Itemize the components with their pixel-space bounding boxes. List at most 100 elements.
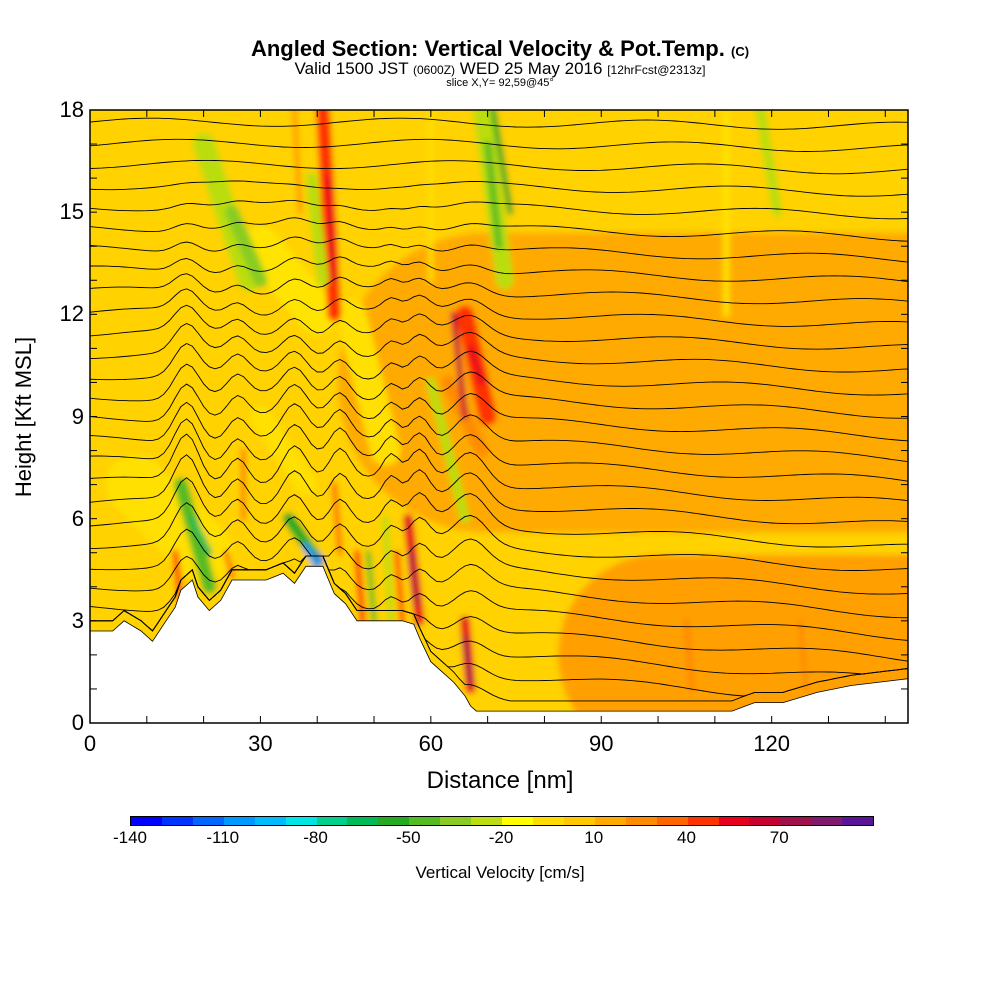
isentrope-14 (90, 363, 908, 419)
velocity-feature-22 (382, 515, 395, 624)
colorbar-swatch (254, 817, 286, 825)
colorbar-swatch (192, 817, 224, 825)
colorbar-swatch (378, 817, 410, 825)
slice-info: slice X,Y= 92,59@45° (446, 77, 554, 89)
isentrope-27 (90, 117, 908, 130)
colorbar-swatch (409, 817, 441, 825)
velocity-feature-19 (425, 377, 470, 524)
colorbar-swatch (842, 817, 874, 825)
velocity-feature-28 (173, 477, 217, 594)
velocity-feature-36 (755, 110, 783, 218)
isentrope-20 (90, 256, 908, 283)
velocity-feature-39 (797, 618, 809, 692)
colorbar-swatch (594, 817, 626, 825)
velocity-feature-7 (336, 299, 401, 466)
x-axis-label: Distance [nm] (426, 767, 574, 794)
isentrope-17 (90, 304, 908, 350)
colorbar-swatch (316, 817, 348, 825)
velocity-feature-16 (467, 344, 486, 386)
colorbar-swatch (347, 817, 379, 825)
isentrope-15 (90, 342, 908, 396)
colorbar-tick-label: -80 (303, 828, 328, 847)
colorbar-swatch (625, 817, 657, 825)
valid-time: Valid 1500 JST (0600Z) WED 25 May 2016 [… (0, 59, 1000, 79)
isentrope-25 (90, 159, 908, 175)
x-tick-label: 60 (418, 731, 444, 756)
y-axis-label: Height [Kft MSL] (11, 336, 36, 498)
velocity-feature-4 (240, 226, 338, 335)
colorbar-swatch (687, 817, 719, 825)
valid-prefix: Valid 1500 JST (294, 59, 409, 78)
isentrope-11 (90, 418, 908, 482)
y-tick-label: 0 (71, 710, 84, 735)
velocity-feature-27 (462, 635, 474, 685)
velocity-feature-13 (484, 140, 503, 250)
velocity-feature-29 (189, 515, 213, 556)
colorbar-swatch (532, 817, 564, 825)
velocity-feature-41 (292, 110, 303, 215)
colorbar-title: Vertical Velocity [cm/s] (415, 863, 585, 882)
velocity-feature-33 (315, 551, 325, 565)
isentrope-21 (90, 236, 908, 263)
isentrope-9 (90, 454, 908, 525)
valid-forecast: [12hrFcst@2313z] (607, 63, 706, 77)
colorbar-swatch (718, 817, 750, 825)
colorbar-swatch (780, 817, 812, 825)
y-tick-label: 9 (71, 403, 84, 429)
valid-date: WED 25 May 2016 (459, 59, 603, 78)
plot-axes (89, 109, 909, 724)
isentrope-18 (90, 288, 908, 327)
isentrope-19 (90, 273, 908, 305)
colorbar (130, 816, 874, 826)
x-tick-label: 120 (753, 731, 791, 756)
colorbar-swatch (223, 817, 255, 825)
colorbar-tick-label: -50 (395, 828, 421, 847)
colorbar-swatch (502, 817, 533, 825)
y-tick-label: 12 (59, 301, 84, 327)
isentrope-8 (90, 477, 908, 548)
colorbar-tick-label: -20 (488, 828, 514, 847)
isentrope-6 (90, 528, 908, 595)
velocity-feature-37 (682, 617, 696, 693)
isentrope-5 (90, 555, 908, 619)
velocity-feature-34 (331, 482, 343, 556)
title-unit: (C) (731, 44, 750, 59)
colorbar-swatch (811, 817, 843, 825)
colorbar-tick-label: -110 (206, 828, 240, 847)
colorbar-swatch (161, 817, 193, 825)
velocity-feature-18 (450, 311, 468, 420)
valid-zulu: (0600Z) (413, 63, 456, 77)
colorbar-swatch (285, 817, 317, 825)
isentrope-7 (90, 502, 908, 571)
y-tick-label: 6 (71, 505, 84, 531)
colorbar-tick-label: -140 (112, 828, 148, 847)
velocity-feature-35 (223, 550, 235, 580)
velocity-feature-14 (490, 110, 514, 216)
isentrope-22 (90, 217, 908, 242)
colorbar-swatch (563, 817, 595, 825)
colorbar-swatch (749, 817, 781, 825)
colorbar-swatch (471, 817, 503, 825)
colorbar-tick-label: 40 (677, 828, 696, 847)
velocity-feature-6 (225, 205, 268, 288)
velocity-feature-10 (325, 175, 338, 284)
y-tick-label: 18 (59, 97, 84, 122)
y-tick-label: 15 (59, 199, 84, 225)
isentrope-13 (90, 383, 908, 442)
x-tick-label: 0 (83, 731, 97, 756)
colorbar-tick-label: 10 (584, 828, 604, 847)
x-tick-label: 90 (589, 731, 614, 756)
y-tick-label: 3 (71, 607, 84, 633)
velocity-feature-23 (394, 550, 405, 624)
chart-title-text: Angled Section: Vertical Velocity & Pot.… (250, 36, 725, 61)
isentrope-26 (90, 138, 908, 152)
isentrope-16 (90, 322, 908, 373)
terrain-mask (90, 565, 908, 723)
isentrope-12 (90, 401, 908, 463)
chart-title: Angled Section: Vertical Velocity & Pot.… (0, 36, 1000, 62)
colorbar-swatch (656, 817, 688, 825)
colorbar-tick-label: 70 (769, 828, 789, 847)
isentrope-23 (90, 199, 908, 220)
colorbar-swatch (131, 817, 162, 825)
